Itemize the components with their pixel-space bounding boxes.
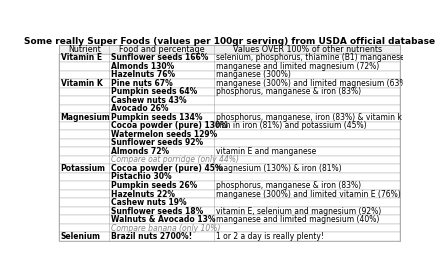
Bar [59,62,400,71]
Text: Hazelnuts 22%: Hazelnuts 22% [111,190,175,198]
Text: phosphorus, manganese & iron (83%): phosphorus, manganese & iron (83%) [215,181,361,190]
Text: Sunflower seeds 92%: Sunflower seeds 92% [111,138,203,147]
Text: Selenium: Selenium [60,232,101,241]
Text: Compare oat porridge (only 44%): Compare oat porridge (only 44%) [111,155,239,164]
Text: Walnuts & Avocado 13%: Walnuts & Avocado 13% [111,215,215,224]
Bar [59,207,400,215]
Text: Compare banana (only 10%): Compare banana (only 10%) [111,224,220,233]
Text: manganese (300%): manganese (300%) [215,70,290,79]
Text: manganese (300%) and limited magnesium (63%): manganese (300%) and limited magnesium (… [215,79,409,88]
Text: Pistachio 30%: Pistachio 30% [111,173,172,181]
Text: Cocoa powder (pure) 45%: Cocoa powder (pure) 45% [111,164,223,173]
Text: manganese (300%) and limited vitamin E (76%): manganese (300%) and limited vitamin E (… [215,190,401,198]
Bar [59,113,400,122]
Text: Some really Super Foods (values per 100gr serving) from USDA official database: Some really Super Foods (values per 100g… [24,38,435,47]
Text: Sunflower seeds 18%: Sunflower seeds 18% [111,207,203,216]
Text: Potassium: Potassium [60,164,106,173]
Text: Values OVER 100% of other nutrients: Values OVER 100% of other nutrients [233,45,382,54]
Text: Almonds 72%: Almonds 72% [111,147,169,156]
Bar [59,198,400,207]
Bar [59,190,400,198]
Bar [59,130,400,139]
Text: manganese and limited magnesium (72%): manganese and limited magnesium (72%) [215,62,379,71]
Bar [59,54,400,62]
Bar [59,224,400,232]
Text: Hazelnuts 76%: Hazelnuts 76% [111,70,175,79]
Text: Pumpkin seeds 64%: Pumpkin seeds 64% [111,87,197,96]
Text: Brazil nuts 2700%!: Brazil nuts 2700%! [111,232,192,241]
Text: phosphorus, manganese, iron (83%) & vitamin k (64%): phosphorus, manganese, iron (83%) & vita… [215,113,427,122]
Text: Almonds 130%: Almonds 130% [111,62,174,71]
Text: phosphorus, manganese & iron (83%): phosphorus, manganese & iron (83%) [215,87,361,96]
Bar [59,147,400,156]
Bar [59,139,400,147]
Bar [59,122,400,130]
Bar [59,215,400,224]
Bar [59,79,400,88]
Text: Avocado 26%: Avocado 26% [111,104,168,113]
Bar [59,71,400,79]
Text: Vitamin E: Vitamin E [60,53,102,62]
Text: Magnesium: Magnesium [60,113,110,122]
Bar [59,105,400,113]
Bar [59,156,400,164]
Text: magnesium (130%) & iron (81%): magnesium (130%) & iron (81%) [215,164,341,173]
Text: vitamin E and manganese: vitamin E and manganese [215,147,316,156]
Text: Pumpkin seeds 134%: Pumpkin seeds 134% [111,113,202,122]
Text: Pumpkin seeds 26%: Pumpkin seeds 26% [111,181,197,190]
Text: Food and percentage: Food and percentage [119,45,205,54]
Bar [59,181,400,190]
Text: Nutrient: Nutrient [68,45,101,54]
Text: Sunflower seeds 166%: Sunflower seeds 166% [111,53,208,62]
Text: Cocoa powder (pure) 130%: Cocoa powder (pure) 130% [111,121,228,130]
Text: Pine nuts 67%: Pine nuts 67% [111,79,173,88]
Bar [59,232,400,241]
Text: rich in iron (81%) and potassium (45%): rich in iron (81%) and potassium (45%) [215,121,366,130]
Text: Cashew nuts 43%: Cashew nuts 43% [111,96,187,105]
Text: Vitamin K: Vitamin K [60,79,103,88]
Text: vitamin E, selenium and magnesium (92%): vitamin E, selenium and magnesium (92%) [215,207,381,216]
Bar [59,164,400,173]
Text: selenium, phosphorus, thiamine (B1) manganese: selenium, phosphorus, thiamine (B1) mang… [215,53,405,62]
Text: Cashew nuts 19%: Cashew nuts 19% [111,198,187,207]
Bar [59,88,400,96]
Bar [59,96,400,105]
Text: manganese and limited magnesium (40%): manganese and limited magnesium (40%) [215,215,379,224]
Text: Watermelon seeds 129%: Watermelon seeds 129% [111,130,217,139]
Bar [59,45,400,54]
Bar [59,173,400,181]
Text: 1 or 2 a day is really plenty!: 1 or 2 a day is really plenty! [215,232,323,241]
